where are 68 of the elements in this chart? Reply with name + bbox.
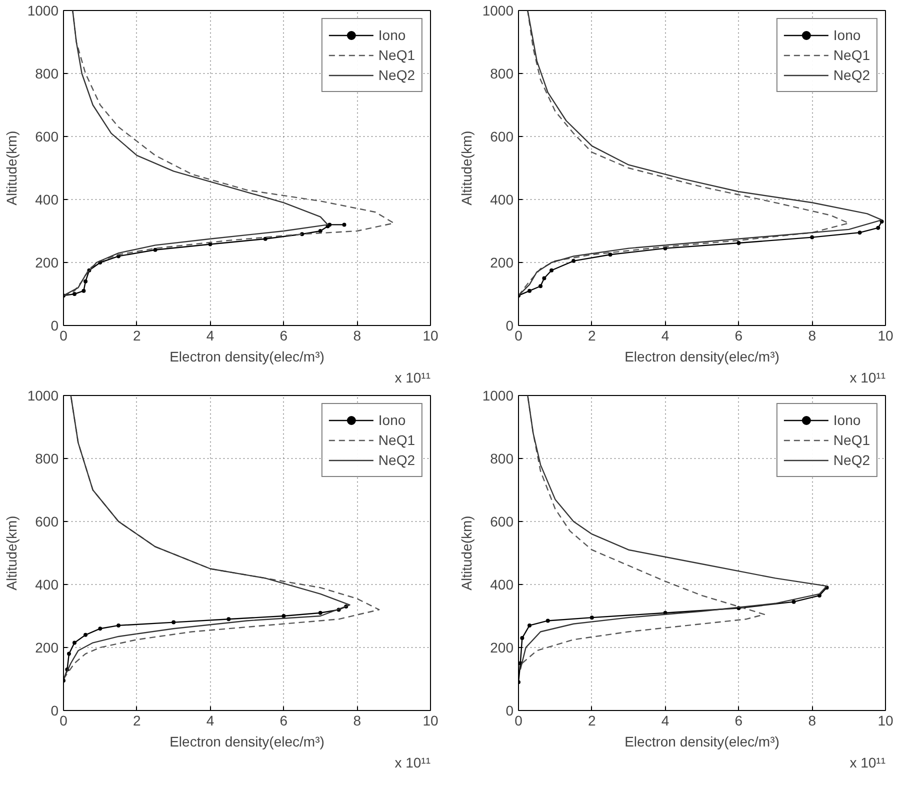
x-tick-label: 8 [353, 712, 362, 728]
legend-label: Iono [378, 26, 406, 44]
y-tick-label: 1000 [482, 388, 514, 404]
legend-label: Iono [833, 411, 861, 429]
y-tick-label: 600 [35, 128, 59, 144]
y-tick-label: 400 [490, 192, 514, 208]
text: x 10¹¹ [850, 370, 886, 386]
x-tick-label: 2 [588, 712, 596, 728]
y-tick-label: 1000 [482, 2, 514, 18]
legend-label: NeQ1 [378, 46, 415, 64]
x-tick-label: 8 [808, 712, 816, 728]
x-axis-title: Electron density(elec/m³) [624, 348, 780, 364]
legend-label: NeQ2 [833, 66, 870, 84]
x-tick-label: 10 [878, 328, 894, 344]
x-tick-label: 10 [422, 712, 438, 728]
x-tick-label: 2 [133, 712, 142, 728]
legend-label: NeQ2 [378, 66, 415, 84]
legend-label: NeQ2 [378, 451, 415, 469]
x-tick-label: 10 [422, 328, 438, 344]
y-tick-label: 200 [490, 254, 514, 270]
y-tick-label: 600 [490, 514, 514, 530]
x-tick-label: 2 [133, 328, 142, 344]
y-tick-label: 0 [506, 318, 514, 334]
y-tick-label: 800 [490, 450, 514, 466]
legend-label: Iono [833, 26, 861, 44]
legend-label: NeQ1 [833, 46, 870, 64]
y-tick-label: 200 [35, 640, 59, 656]
y-tick-label: 600 [35, 514, 59, 530]
x-tick-label: 4 [206, 712, 214, 728]
legend-label: Iono [378, 411, 406, 429]
text: x 10¹¹ [850, 754, 886, 770]
y-tick-label: 400 [35, 576, 59, 592]
legend-label: NeQ2 [833, 451, 870, 469]
x-tick-label: 6 [280, 712, 288, 728]
x-tick-label: 8 [808, 328, 816, 344]
x-tick-label: 4 [661, 712, 670, 728]
x-tick-label: 6 [734, 328, 743, 344]
x-axis-title: Electron density(elec/m³) [170, 348, 324, 364]
legend-label: NeQ1 [833, 431, 870, 449]
x-axis-title: Electron density(elec/m³) [170, 734, 324, 750]
x-tick-label: 2 [588, 328, 596, 344]
y-tick-label: 800 [35, 450, 59, 466]
x-axis-title: Electron density(elec/m³) [624, 734, 780, 750]
y-tick-label: 600 [490, 128, 514, 144]
y-tick-label: 400 [490, 576, 514, 592]
y-axis-title: Altitude(km) [458, 516, 474, 590]
y-tick-label: 0 [506, 702, 514, 718]
y-axis-title: Altitude(km) [3, 130, 20, 206]
x-tick-label: 6 [280, 328, 288, 344]
x-tick-label: 4 [661, 328, 670, 344]
y-tick-label: 400 [35, 192, 59, 208]
y-tick-label: 1000 [27, 2, 59, 18]
y-axis-title: Altitude(km) [458, 130, 474, 206]
text: x 10¹¹ [394, 754, 431, 770]
x-tick-label: 4 [206, 328, 214, 344]
x-tick-label: 8 [353, 328, 362, 344]
text: x 10¹¹ [394, 370, 431, 386]
legend-label: NeQ1 [378, 431, 415, 449]
y-tick-label: 0 [50, 702, 59, 718]
x-tick-label: 10 [878, 712, 894, 728]
y-tick-label: 200 [35, 254, 59, 270]
y-tick-label: 0 [50, 318, 59, 334]
y-tick-label: 800 [490, 66, 514, 82]
y-tick-label: 800 [35, 66, 59, 82]
y-axis-title: Altitude(km) [3, 516, 20, 590]
x-tick-label: 6 [734, 712, 743, 728]
y-tick-label: 1000 [27, 388, 59, 404]
y-tick-label: 200 [490, 640, 514, 656]
